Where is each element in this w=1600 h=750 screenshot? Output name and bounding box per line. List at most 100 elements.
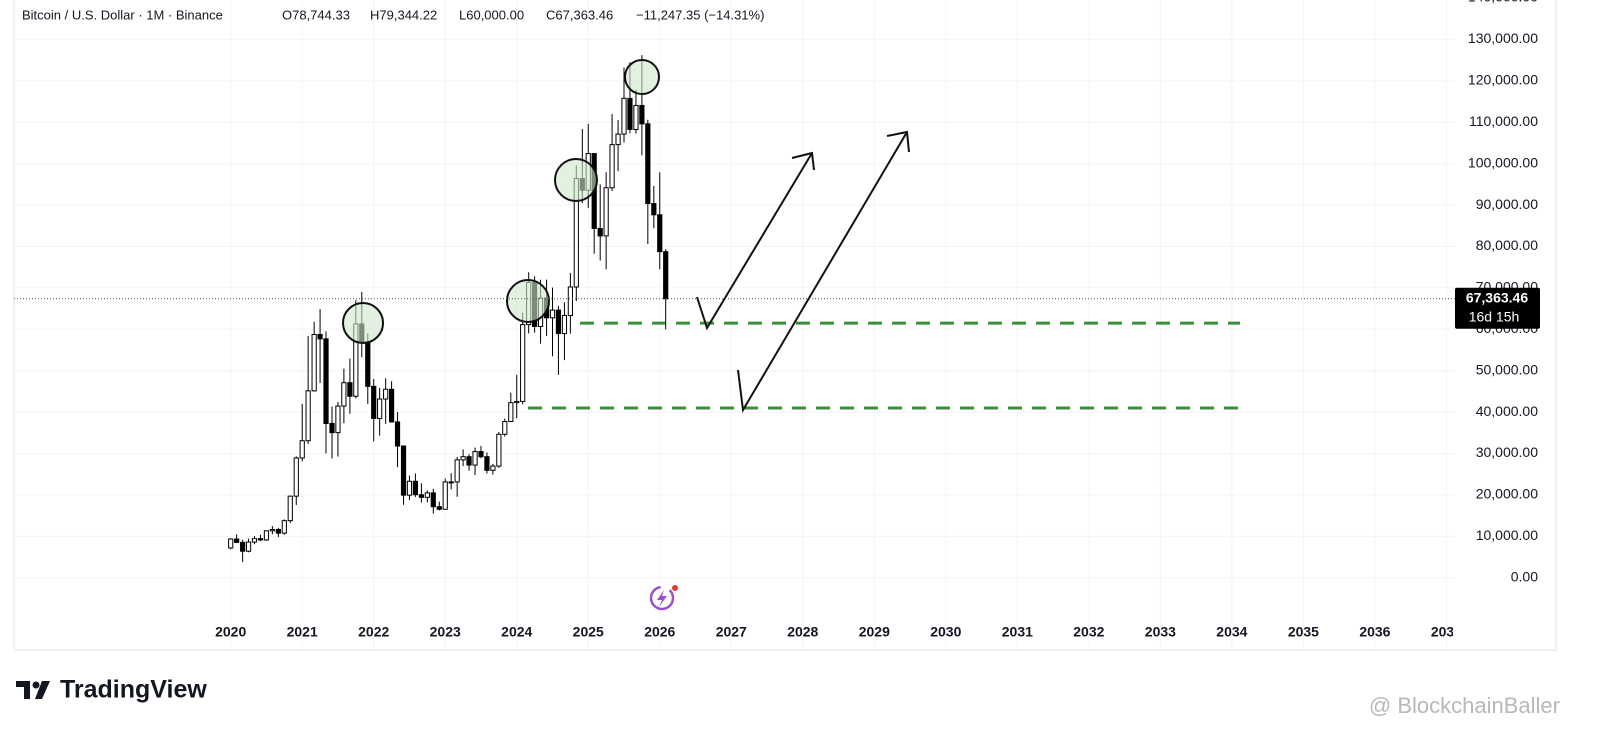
- candle-body: [377, 398, 383, 419]
- candle-body: [418, 494, 425, 498]
- candle-body: [365, 341, 371, 387]
- candle-body: [281, 520, 287, 534]
- x-tick-label: 2024: [501, 624, 532, 640]
- candle-body: [621, 97, 627, 135]
- highlight-circle: [554, 158, 598, 202]
- x-tick-label: 2027: [716, 624, 747, 640]
- y-tick-label: 0.00: [1511, 568, 1538, 584]
- y-tick-label: 120,000.00: [1468, 72, 1538, 88]
- candle-body: [657, 214, 663, 253]
- watermark: @ BlockchainBaller: [1369, 693, 1560, 718]
- candle-body: [472, 451, 478, 466]
- ohlc-close: C67,363.46: [546, 7, 613, 22]
- candle-body: [263, 530, 270, 541]
- ohlc-low: L60,000.00: [459, 7, 524, 22]
- candle-body: [347, 382, 353, 397]
- candle-body: [406, 480, 413, 496]
- candle-body: [609, 144, 615, 189]
- highlight-circle: [342, 302, 384, 344]
- candle-body: [323, 338, 329, 424]
- candle-body: [335, 405, 341, 434]
- candle-body: [251, 538, 258, 543]
- candle-body: [234, 538, 240, 543]
- last-price-label: 67,363.46: [1466, 289, 1528, 305]
- candle-body: [388, 388, 395, 423]
- candle-body: [627, 97, 633, 130]
- candle-body: [651, 203, 657, 216]
- arrow: [696, 152, 813, 331]
- y-tick-label: 110,000.00: [1469, 113, 1538, 129]
- x-tick-label: 2032: [1073, 624, 1104, 640]
- candle-body: [299, 440, 305, 459]
- candle-body: [460, 456, 466, 461]
- candle-body: [645, 123, 651, 205]
- brand-name: TradingView: [60, 676, 207, 704]
- candle-body: [466, 456, 472, 466]
- symbol: Bitcoin / U.S. Dollar · 1M · Binance: [22, 7, 223, 22]
- y-tick-label: 20,000.00: [1476, 486, 1538, 502]
- x-tick-label: 2030: [930, 624, 961, 640]
- highlight-circle: [506, 279, 550, 323]
- y-tick-label: 130,000.00: [1468, 30, 1538, 46]
- candle-body: [639, 104, 645, 125]
- candle-body: [555, 309, 562, 335]
- candle-body: [329, 422, 335, 434]
- candle-body: [508, 402, 514, 423]
- candle-body: [448, 481, 454, 484]
- candle-body: [514, 400, 520, 404]
- y-tick-label: 50,000.00: [1476, 361, 1538, 377]
- countdown: 16d 15h: [1469, 308, 1520, 324]
- candle-body: [502, 421, 508, 435]
- candle-body: [633, 104, 639, 130]
- arrow-head: [886, 130, 910, 153]
- x-tick-label: 2029: [859, 624, 890, 640]
- candle-body: [305, 390, 311, 442]
- candle-body: [597, 227, 603, 237]
- candle-body: [567, 286, 573, 317]
- candle-body: [341, 382, 347, 407]
- candle-body: [520, 324, 526, 402]
- x-tick-label: 2037: [1431, 624, 1462, 640]
- annotations: [342, 59, 910, 414]
- x-tick-label: 2020: [215, 624, 246, 640]
- brand: TradingView: [16, 676, 207, 704]
- x-tick-label: 2023: [430, 624, 461, 640]
- candle-body: [412, 480, 419, 496]
- y-tick-label: 80,000.00: [1476, 237, 1538, 253]
- x-tick-label: 2033: [1145, 624, 1176, 640]
- y-tick-label: 40,000.00: [1476, 403, 1538, 419]
- x-tick-label: 2028: [787, 624, 818, 640]
- candle-body: [436, 506, 442, 510]
- x-tick-label: 2034: [1216, 624, 1247, 640]
- candle-body: [484, 456, 490, 471]
- candle-body: [478, 451, 484, 458]
- candle-body: [394, 421, 401, 447]
- y-tick-label: 30,000.00: [1476, 444, 1538, 460]
- arrow: [737, 131, 908, 414]
- candle-body: [549, 309, 556, 319]
- y-tick-label: 90,000.00: [1476, 196, 1538, 212]
- ohlc-high: H79,344.22: [370, 7, 437, 22]
- candle-body: [245, 541, 252, 552]
- x-tick-label: 2035: [1288, 624, 1319, 640]
- replay-icon: [649, 585, 678, 611]
- candle-body: [454, 459, 460, 483]
- x-tick-label: 2036: [1359, 624, 1390, 640]
- candle-body: [275, 529, 281, 534]
- candle-body: [269, 529, 275, 532]
- candle-body: [311, 333, 317, 392]
- candle-body: [371, 385, 377, 419]
- candle-body: [490, 465, 496, 471]
- ohlc-change: −11,247.35 (−14.31%): [636, 7, 764, 22]
- candle-body: [240, 541, 246, 552]
- candle-body: [287, 495, 293, 522]
- last-price-box: [1455, 287, 1540, 329]
- ohlc-open: O78,744.33: [282, 7, 350, 22]
- candle-body: [317, 333, 323, 340]
- candle-body: [442, 481, 448, 510]
- header: Bitcoin / U.S. Dollar · 1M · Binance O78…: [22, 7, 764, 22]
- candle-body: [257, 538, 264, 541]
- x-tick-label: 2025: [573, 624, 604, 640]
- candle-body: [424, 492, 430, 498]
